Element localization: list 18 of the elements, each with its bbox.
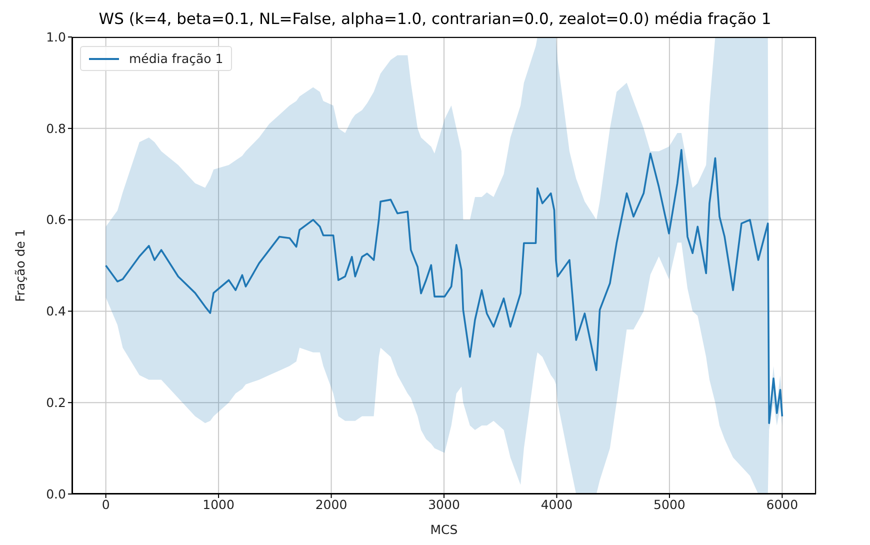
x-tick-label: 3000 <box>428 496 460 512</box>
chart-title: WS (k=4, beta=0.1, NL=False, alpha=1.0, contrarian=0.0, zealot=0.0) média fração 1 <box>98 10 772 28</box>
y-tick-label: 0.0 <box>46 486 66 502</box>
y-tick-label: 0.8 <box>46 120 66 136</box>
y-tick-label: 0.2 <box>46 395 66 410</box>
x-tick-label: 2000 <box>315 496 348 512</box>
x-axis-title: MCS <box>430 522 458 537</box>
y-axis-title: Fração de 1 <box>12 229 28 302</box>
x-tick-label: 6000 <box>766 496 798 512</box>
y-tick-label: 0.6 <box>46 212 66 228</box>
x-tick-label: 5000 <box>654 496 686 512</box>
legend-label: média fração 1 <box>129 51 224 66</box>
x-tick-label: 0 <box>102 496 110 512</box>
x-tick-label: 1000 <box>202 496 234 512</box>
x-tick-label: 4000 <box>540 496 573 512</box>
line-series <box>104 148 784 424</box>
y-tick-label: 0.4 <box>46 304 66 319</box>
y-tick-label: 1.0 <box>46 29 66 44</box>
